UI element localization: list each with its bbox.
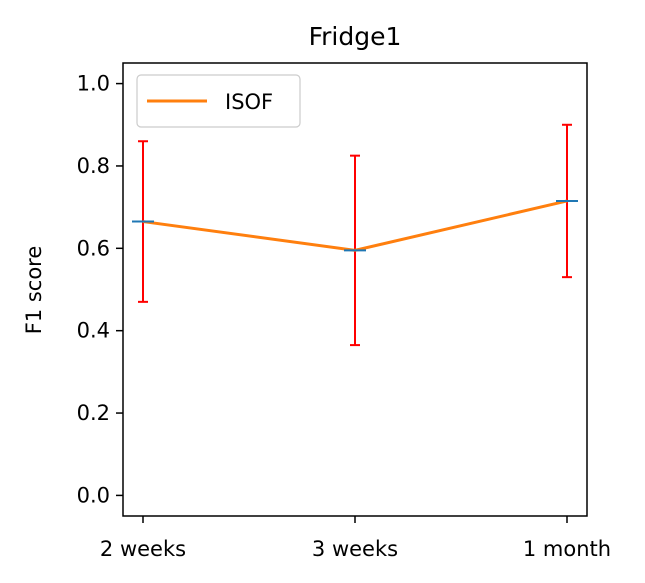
- y-tick-label: 0.0: [77, 483, 110, 507]
- y-tick-label: 0.2: [77, 401, 110, 425]
- legend: ISOF: [136, 74, 301, 128]
- legend-box: [136, 74, 301, 128]
- series-layer: [132, 123, 578, 347]
- y-tick-label: 0.4: [77, 319, 110, 343]
- x-tick-label: 1 month: [523, 537, 611, 561]
- plot-frame: [122, 62, 588, 517]
- x-tick-label: 2 weeks: [100, 537, 186, 561]
- chart-title: Fridge1: [309, 22, 402, 51]
- y-tick-label: 0.6: [77, 236, 110, 260]
- y-tick-label: 0.8: [77, 154, 110, 178]
- x-axis-ticks: 2 weeks 3 weeks 1 month: [100, 516, 611, 561]
- x-tick-label: 3 weeks: [312, 537, 398, 561]
- y-axis-ticks: 0.0 0.2 0.4 0.6 0.8 1.0: [77, 72, 123, 507]
- y-tick-label: 1.0: [77, 72, 110, 96]
- y-axis-label: F1 score: [22, 246, 46, 335]
- legend-label-isof: ISOF: [225, 90, 273, 114]
